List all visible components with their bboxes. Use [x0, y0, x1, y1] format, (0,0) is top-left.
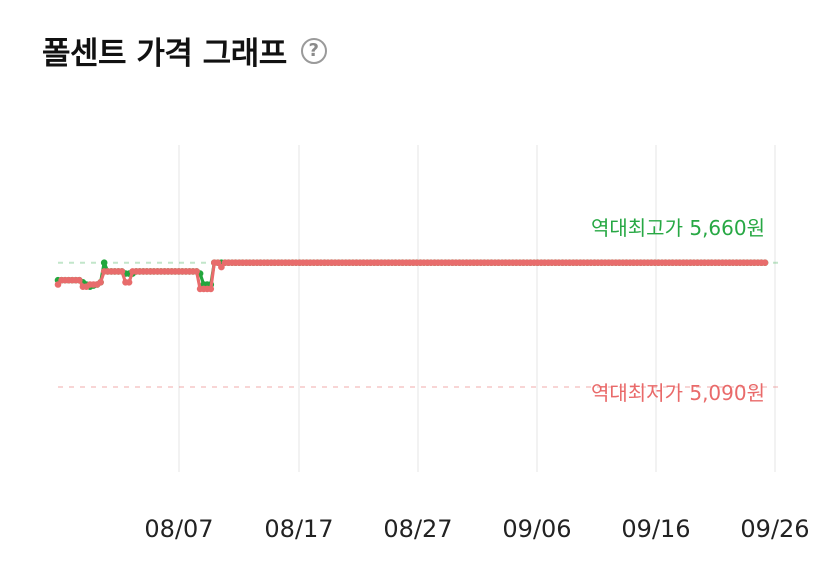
- series-point-1: [761, 259, 769, 267]
- x-tick-label: 09/26: [740, 515, 809, 543]
- x-tick-label: 09/06: [502, 515, 571, 543]
- series-point-1: [193, 268, 200, 275]
- series-line-0: [56, 261, 767, 289]
- x-tick-label: 08/17: [264, 515, 333, 543]
- reference-label: 역대최저가 5,090원: [591, 381, 765, 405]
- series-point-1: [97, 279, 104, 286]
- series-point-1: [76, 276, 83, 284]
- page-title: 폴센트 가격 그래프: [42, 36, 287, 72]
- series-point-1: [125, 279, 133, 286]
- x-tick-label: 08/07: [144, 515, 213, 543]
- series-line-1: [56, 261, 767, 291]
- chart-header: 폴센트 가격 그래프 ?: [42, 28, 327, 73]
- series-point-1: [214, 259, 222, 267]
- x-tick-label: 09/16: [621, 515, 690, 543]
- reference-label: 역대최고가 5,660원: [591, 216, 765, 240]
- series-point-1: [207, 285, 215, 293]
- series-point-1: [218, 263, 225, 271]
- series-point-1: [118, 268, 126, 275]
- series-point-0: [100, 259, 108, 267]
- help-icon[interactable]: ?: [300, 37, 327, 64]
- x-tick-label: 08/27: [383, 515, 452, 543]
